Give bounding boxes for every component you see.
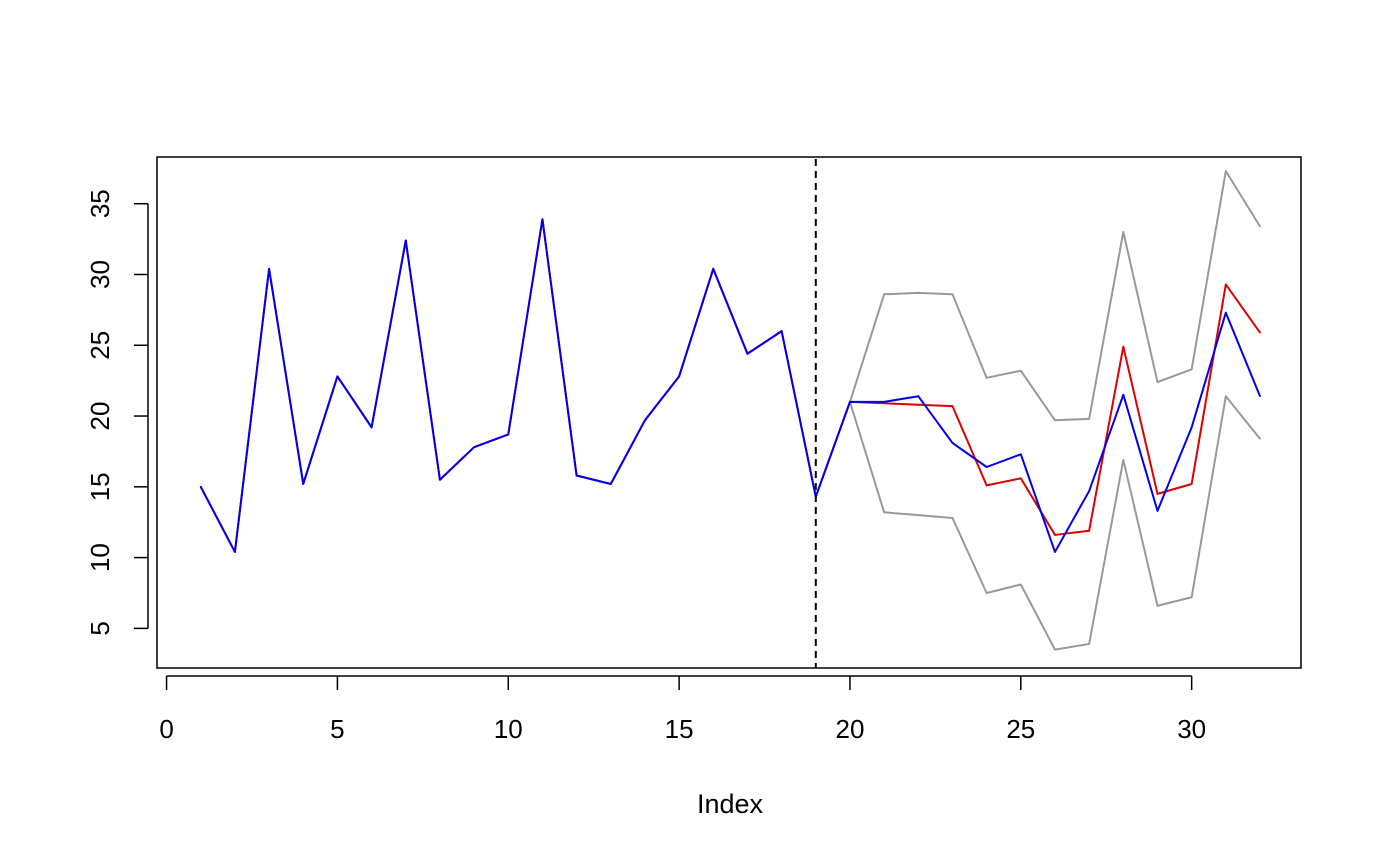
plot-frame	[156, 156, 1302, 669]
series-0-point-9	[1156, 381, 1159, 383]
y-tick-label: 30	[85, 260, 115, 289]
y-axis: 5 10 15 20 25 30 35	[85, 189, 149, 636]
series-1-point-6	[1054, 648, 1056, 651]
series-1-point-7	[1088, 643, 1091, 645]
y-tick-label: 15	[85, 472, 115, 501]
series-2-point-24	[1019, 477, 1022, 480]
series-0-point-1	[883, 293, 886, 296]
series-3-point-0	[199, 485, 202, 488]
series-layer	[199, 170, 1261, 651]
y-tick-label: 5	[85, 621, 115, 635]
series-1-point-11	[1224, 395, 1227, 398]
series-3-point-9	[507, 433, 510, 436]
series-0-point-6	[1054, 419, 1056, 422]
x-tick-label: 30	[1177, 714, 1206, 744]
x-tick-label: 0	[159, 714, 173, 744]
series-3-point-21	[917, 395, 920, 398]
series-0-point-4	[985, 376, 988, 379]
series-1-point-4	[985, 592, 988, 594]
series-0-point-8	[1122, 231, 1125, 233]
series-3-point-12	[609, 483, 612, 485]
y-tick-label: 25	[85, 331, 115, 360]
series-3-point-7	[439, 478, 441, 481]
series-3-point-19	[849, 400, 851, 403]
series-3-point-1	[234, 551, 236, 553]
series-3-point-28	[1156, 509, 1159, 512]
series-2-point-23	[985, 484, 988, 487]
series-3-point-3	[302, 483, 305, 485]
y-tick-label: 35	[85, 189, 115, 218]
series-line-3	[199, 218, 1261, 553]
series-2-point-27	[1122, 345, 1125, 348]
series-3-point-15	[712, 267, 715, 270]
series-0-point-3	[951, 293, 954, 296]
series-3-point-13	[644, 419, 646, 422]
series-3-point-17	[780, 330, 783, 333]
series-1-point-9	[1156, 604, 1159, 607]
series-3-point-5	[370, 426, 373, 429]
series-1-point-2	[917, 514, 920, 517]
series-3-point-23	[985, 466, 988, 468]
series-3-point-8	[473, 446, 475, 449]
series-0-point-12	[1259, 225, 1261, 228]
series-1-point-3	[951, 517, 954, 519]
x-tick-label: 20	[835, 714, 864, 744]
series-2-point-21	[917, 403, 920, 406]
x-tick-label: 25	[1006, 714, 1035, 744]
series-3-point-11	[575, 474, 578, 477]
series-3-point-10	[541, 218, 544, 221]
series-0-point-7	[1088, 417, 1091, 420]
y-tick-label: 10	[85, 543, 115, 572]
x-tick-label: 5	[330, 714, 344, 744]
x-axis: 0 5 10 15 20 25 30	[159, 675, 1206, 744]
series-2-point-26	[1088, 529, 1091, 532]
series-0-point-2	[917, 291, 920, 294]
series-2-point-28	[1156, 492, 1159, 495]
x-tick-label: 10	[494, 714, 523, 744]
series-1-point-10	[1190, 596, 1193, 599]
series-2-point-22	[951, 405, 954, 408]
series-1-point-8	[1122, 459, 1125, 461]
series-2-point-31	[1259, 331, 1261, 334]
series-3-point-14	[678, 375, 681, 378]
series-3-point-27	[1122, 393, 1125, 396]
series-1-point-12	[1259, 437, 1261, 440]
series-0-point-11	[1224, 170, 1227, 173]
series-0-point-10	[1190, 368, 1193, 371]
series-3-point-4	[336, 375, 339, 378]
series-3-point-26	[1088, 490, 1091, 492]
series-3-point-24	[1019, 453, 1022, 456]
series-3-point-31	[1259, 395, 1261, 398]
series-1-point-5	[1019, 583, 1022, 586]
series-0-point-5	[1019, 369, 1022, 372]
x-axis-title: Index	[697, 789, 764, 819]
series-3-point-29	[1190, 426, 1193, 429]
series-2-point-25	[1054, 534, 1056, 536]
x-tick-label: 15	[665, 714, 694, 744]
series-1-point-1	[883, 511, 886, 514]
series-2-point-30	[1224, 283, 1227, 286]
series-3-point-25	[1054, 551, 1056, 553]
series-3-point-6	[404, 239, 407, 242]
series-2-point-29	[1190, 483, 1193, 485]
y-tick-label: 20	[85, 402, 115, 431]
series-3-point-22	[951, 442, 954, 444]
series-3-point-16	[746, 352, 749, 355]
series-3-point-30	[1224, 311, 1227, 314]
series-3-point-2	[268, 267, 270, 270]
series-3-point-20	[883, 400, 886, 403]
